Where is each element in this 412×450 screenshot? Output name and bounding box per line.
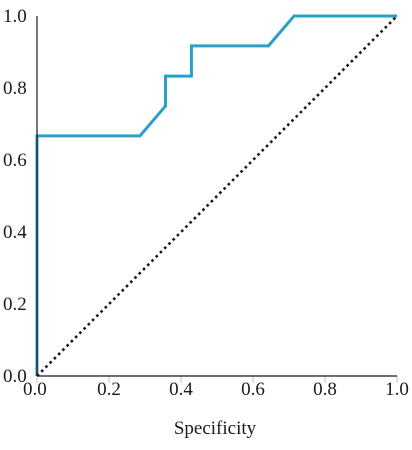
x-tick-label: 0.2 xyxy=(97,379,121,400)
y-tick-label: 0.4 xyxy=(3,222,27,243)
axes xyxy=(36,16,397,377)
y-tick-label: 0.8 xyxy=(3,78,27,99)
y-tick-label: 0.2 xyxy=(3,294,27,315)
x-tick-label: 0.6 xyxy=(241,379,265,400)
y-tick-label: 0.0 xyxy=(3,366,27,387)
tick-labels: 0.0 0.2 0.4 0.6 0.8 1.0 0.0 0.2 0.4 0.6 0.8 1.0 xyxy=(3,6,409,400)
x-tick-label: 0.0 xyxy=(23,379,47,400)
x-tick-label: 1.0 xyxy=(385,379,409,400)
x-tick-label: 0.4 xyxy=(169,379,193,400)
tick-marks xyxy=(36,376,398,383)
series-layer xyxy=(35,14,398,377)
roc-curve xyxy=(35,14,397,376)
x-axis-title: Specificity xyxy=(174,418,257,439)
y-tick-label: 1.0 xyxy=(3,6,27,27)
y-tick-label: 0.6 xyxy=(3,150,27,171)
x-tick-label: 0.8 xyxy=(313,379,337,400)
reference-diagonal-line xyxy=(36,15,398,377)
